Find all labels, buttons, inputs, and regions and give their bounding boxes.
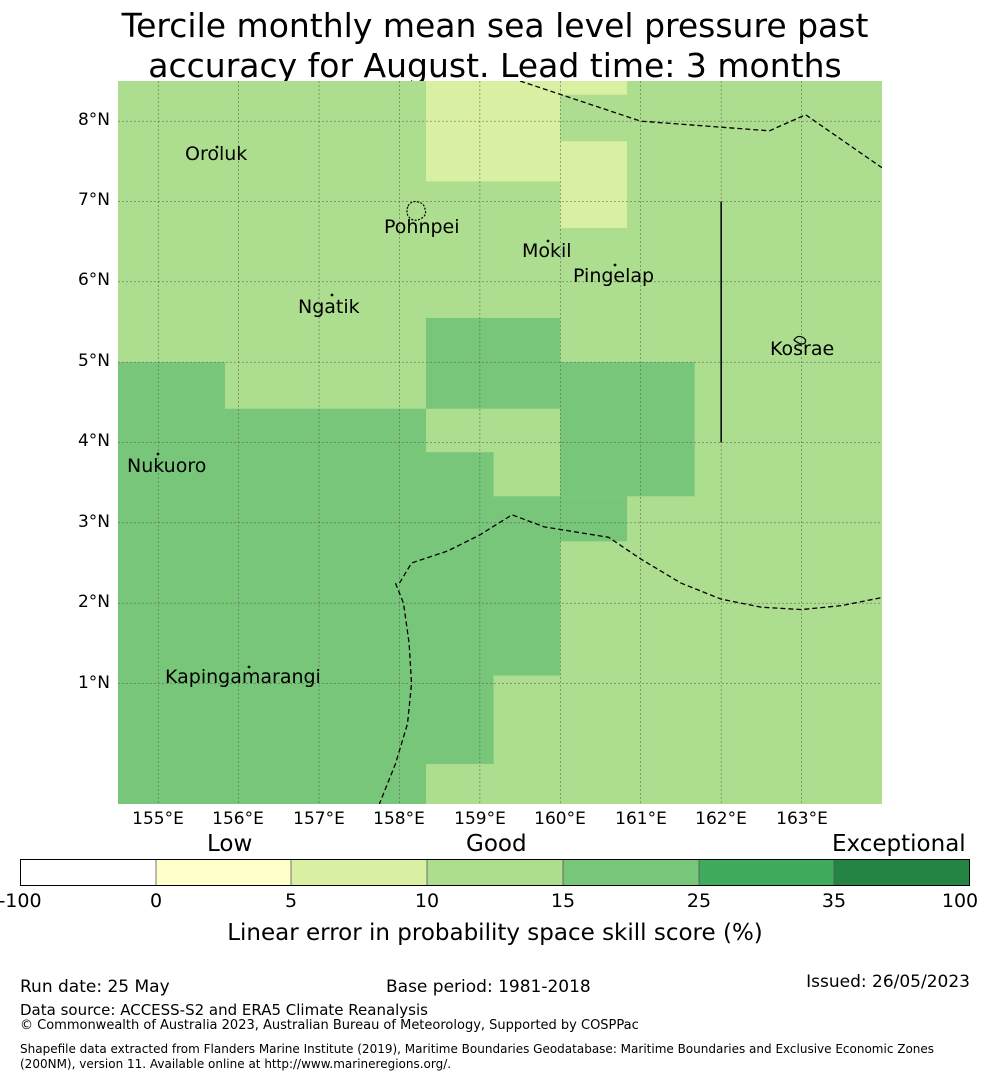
- colorbar-tick-label: 25: [686, 890, 712, 912]
- base-period: Base period: 1981-2018: [386, 977, 591, 997]
- place-label-kosrae: Kosrae: [770, 338, 834, 360]
- lon-tick-label: 156°E: [212, 809, 264, 829]
- kapingamarangi-islet: [247, 665, 251, 669]
- skill-cell-fair: [426, 81, 561, 182]
- pingelap-islet: [613, 263, 617, 267]
- colorbar-segment: [156, 859, 291, 886]
- colorbar-segment: [699, 859, 834, 886]
- oroluk-islet: [215, 145, 219, 149]
- colorbar-tick-label: 15: [550, 890, 576, 912]
- graticule: [118, 81, 882, 804]
- skill-cell-good: [493, 452, 561, 497]
- title-line-1: Tercile monthly mean sea level pressure …: [121, 6, 869, 45]
- colorbar-category-exceptional: Exceptional: [832, 831, 966, 857]
- skill-cell-vgood: [493, 496, 561, 676]
- place-label-pingelap: Pingelap: [573, 265, 654, 287]
- colorbar-tick-label: 5: [284, 890, 298, 912]
- place-label-oroluk: Oroluk: [185, 143, 247, 165]
- colorbar-tick-label: 35: [821, 890, 847, 912]
- lon-tick-label: 159°E: [454, 809, 506, 829]
- colorbar-tick-label: 0: [149, 890, 163, 912]
- lon-tick-label: 163°E: [776, 809, 828, 829]
- lat-tick-label: 2°N: [77, 592, 110, 612]
- lat-tick-label: 7°N: [77, 190, 110, 210]
- map-panel: Oroluk Pohnpei Mokil Pingelap Ngatik Kos…: [118, 81, 882, 804]
- skill-cell-good: [118, 81, 427, 175]
- lon-tick-label: 157°E: [293, 809, 345, 829]
- nukuoro-islet: [156, 452, 160, 456]
- skill-cell-vgood: [560, 362, 695, 497]
- lat-tick-label: 8°N: [77, 110, 110, 130]
- lat-tick-label: 1°N: [77, 673, 110, 693]
- island-outlines: [156, 145, 807, 669]
- colorbar-title: Linear error in probability space skill …: [227, 920, 763, 946]
- colorbar-tick-label: 10: [414, 890, 440, 912]
- run-date: Run date: 25 May: [20, 977, 170, 997]
- map-title: Tercile monthly mean sea level pressure …: [0, 6, 990, 86]
- skill-cell-vgood: [426, 722, 494, 764]
- skill-cell-vgood: [118, 362, 225, 804]
- place-label-kapingamarangi: Kapingamarangi: [165, 666, 321, 688]
- lon-tick-label: 158°E: [373, 809, 425, 829]
- colorbar-segment: [20, 859, 156, 886]
- skill-cell-vgood: [560, 496, 628, 542]
- lon-tick-label: 162°E: [695, 809, 747, 829]
- colorbar-segment: [563, 859, 699, 886]
- mokil-islet: [546, 239, 550, 243]
- copyright-notice: © Commonwealth of Australia 2023, Austra…: [20, 1018, 639, 1033]
- colorbar-tick-label: -100: [0, 890, 42, 912]
- lat-tick-label: 4°N: [77, 431, 110, 451]
- eez-boundary-line: [398, 514, 882, 611]
- shapefile-credit-line-2: (200NM), version 11. Available online at…: [20, 1057, 452, 1071]
- lon-tick-label: 155°E: [132, 809, 184, 829]
- colorbar-category-good: Good: [466, 831, 527, 857]
- lat-tick-label: 3°N: [77, 512, 110, 532]
- place-label-mokil: Mokil: [522, 240, 572, 262]
- shapefile-credit-line-1: Shapefile data extracted from Flanders M…: [20, 1042, 935, 1056]
- place-label-pohnpei: Pohnpei: [384, 216, 460, 238]
- place-labels: Oroluk Pohnpei Mokil Pingelap Ngatik Kos…: [127, 143, 834, 688]
- ngatik-islet: [330, 293, 334, 297]
- pohnpei-island: [406, 200, 427, 221]
- data-source: Data source: ACCESS-S2 and ERA5 Climate …: [20, 1001, 428, 1019]
- title-line-2: accuracy for August. Lead time: 3 months: [148, 46, 842, 85]
- eez-boundary-line: [378, 582, 413, 804]
- skill-score-cells: [118, 81, 695, 804]
- colorbar-category-low: Low: [207, 831, 253, 857]
- skill-cell-fair: [560, 81, 628, 95]
- lat-tick-label: 5°N: [77, 351, 110, 371]
- colorbar: [20, 859, 970, 886]
- skill-cell-fair: [560, 141, 628, 229]
- skill-cell-vgood: [224, 408, 427, 804]
- place-label-nukuoro: Nukuoro: [127, 455, 206, 477]
- colorbar-segment: [291, 859, 427, 886]
- skill-score-map: Oroluk Pohnpei Mokil Pingelap Ngatik Kos…: [118, 81, 882, 804]
- colorbar-segment: [427, 859, 563, 886]
- maritime-boundaries: [378, 81, 882, 804]
- colorbar-segment: [834, 859, 970, 886]
- eez-boundary-line: [519, 81, 882, 169]
- skill-cell-vgood: [426, 317, 561, 409]
- lon-tick-label: 160°E: [534, 809, 586, 829]
- lat-tick-label: 6°N: [77, 270, 110, 290]
- skill-cell-vgood: [426, 452, 494, 764]
- place-label-ngatik: Ngatik: [298, 296, 360, 318]
- colorbar-tick-label: 100: [941, 890, 979, 912]
- lon-tick-label: 161°E: [615, 809, 667, 829]
- kosrae-island: [793, 335, 807, 345]
- issued-date: Issued: 26/05/2023: [806, 972, 970, 992]
